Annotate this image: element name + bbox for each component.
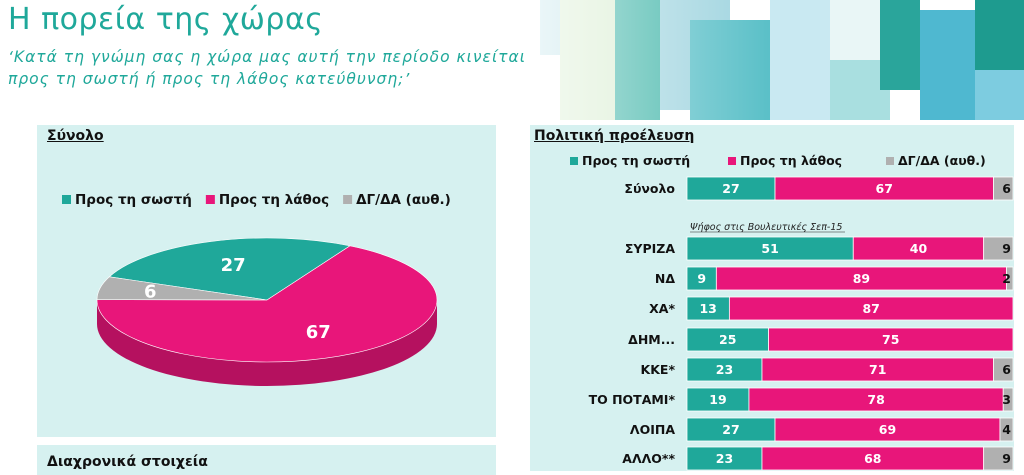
stacked-bar-chart: Προς τη σωστή Προς τη λάθος ΔΓ/ΔΑ (αυθ.) Σύ…	[570, 153, 1014, 471]
decor-squares	[0, 0, 1024, 120]
legend-label: ΔΓ/ΔΑ (αυθ.)	[356, 192, 451, 208]
bar-data-label: 51	[761, 241, 778, 256]
category-label: ΧΑ*	[649, 301, 675, 316]
pie-data-label: 27	[221, 255, 246, 276]
pie-data-label: 67	[306, 322, 331, 343]
category-label: ΔΗΜ...	[628, 332, 675, 347]
bar-data-label: 78	[867, 392, 884, 407]
bar-data-label: 9	[1002, 241, 1011, 256]
bar-segment	[1006, 266, 1014, 291]
bar-data-label: 4	[1002, 422, 1011, 437]
legend-swatch	[205, 195, 215, 204]
bar-data-label: 19	[709, 392, 726, 407]
legend-label: Προς τη σωστή	[75, 192, 192, 208]
bar-data-label: 13	[699, 301, 716, 316]
bar-data-label: 68	[864, 451, 881, 466]
bar-segment	[999, 417, 1014, 442]
legend-label: Προς τη λάθος	[740, 153, 842, 168]
bar-segment	[728, 296, 1014, 321]
pie-slice	[108, 237, 351, 301]
legend-swatch	[886, 157, 894, 165]
bar-data-label: 23	[716, 451, 733, 466]
category-label: ΣΥΡΙΖΑ	[625, 241, 675, 256]
pie-chart: Προς τη σωστή Προς τη λάθος ΔΓ/ΔΑ (αυθ.) 27…	[62, 192, 451, 386]
page-subtitle: ‘Κατά τη γνώμη σας η χώρα μας αυτή την π…	[8, 46, 526, 90]
bar-data-label: 2	[1002, 271, 1011, 286]
vote-note: Ψήφος στις Βουλευτικές Σεπ-15	[690, 222, 842, 233]
legend-swatch	[728, 157, 736, 165]
category-label: ΝΔ	[655, 271, 675, 286]
subtitle-line-2: προς τη σωστή ή προς τη λάθος κατεύθυνση…	[8, 70, 411, 88]
total-panel: Σύνολο Προς τη σωστή Προς τη λάθος ΔΓ/ΔΑ (…	[37, 125, 496, 437]
bar-segment	[983, 236, 1014, 261]
category-label: Σύνολο	[624, 181, 675, 196]
bar-data-label: 71	[869, 362, 886, 377]
bar-data-label: 3	[1002, 392, 1011, 407]
bar-data-label: 23	[716, 362, 733, 377]
category-label: ΛΟΙΠΑ	[630, 422, 675, 437]
page-title: Η πορεία της χώρας	[8, 2, 324, 37]
bar-data-label: 75	[882, 332, 899, 347]
legend-swatch	[343, 195, 353, 204]
bar-data-label: 69	[879, 422, 896, 437]
category-label: ΤΟ ΠΟΤΑΜΙ*	[589, 392, 676, 407]
total-panel-title: Σύνολο	[47, 128, 104, 144]
subtitle-line-1: ‘Κατά τη γνώμη σας η χώρα μας αυτή την π…	[8, 48, 526, 66]
bar-data-label: 40	[910, 241, 928, 256]
bar-data-label: 89	[853, 271, 870, 286]
bar-segment	[983, 446, 1014, 471]
bar-data-label: 6	[1002, 181, 1011, 196]
bar-data-label: 6	[1002, 362, 1011, 377]
timeseries-panel: Διαχρονικά στοιχεία	[37, 445, 496, 475]
legend-label: ΔΓ/ΔΑ (αυθ.)	[898, 153, 986, 168]
pie-slice	[96, 245, 438, 363]
bar-data-label: 67	[876, 181, 893, 196]
pie-slice	[96, 276, 268, 301]
legend-swatch	[62, 195, 71, 204]
bar-data-label: 27	[722, 181, 739, 196]
header-decoration	[0, 0, 1024, 120]
bar-segment	[993, 357, 1014, 382]
pie-slice-side	[97, 300, 437, 386]
legend-label: Προς τη σωστή	[582, 153, 690, 168]
bar-data-label: 9	[1002, 451, 1011, 466]
bar-data-label: 27	[722, 422, 739, 437]
bar-data-label: 25	[719, 332, 736, 347]
bar-segment	[993, 176, 1014, 201]
legend-label: Προς τη λάθος	[219, 192, 329, 208]
political-origin-panel: Πολιτική προέλευση Προς τη σωστή Προς τη …	[530, 125, 1014, 471]
bar-data-label: 9	[697, 271, 706, 286]
pie-data-label: 6	[144, 282, 157, 303]
category-label: ΑΛΛΟ**	[622, 451, 675, 466]
political-origin-title: Πολιτική προέλευση	[534, 128, 695, 144]
bar-segment	[1002, 387, 1014, 412]
bar-data-label: 87	[862, 301, 879, 316]
bar-segment	[768, 327, 1014, 352]
legend-swatch	[570, 157, 578, 165]
category-label: ΚΚΕ*	[641, 362, 676, 377]
timeseries-panel-title: Διαχρονικά στοιχεία	[47, 454, 208, 470]
